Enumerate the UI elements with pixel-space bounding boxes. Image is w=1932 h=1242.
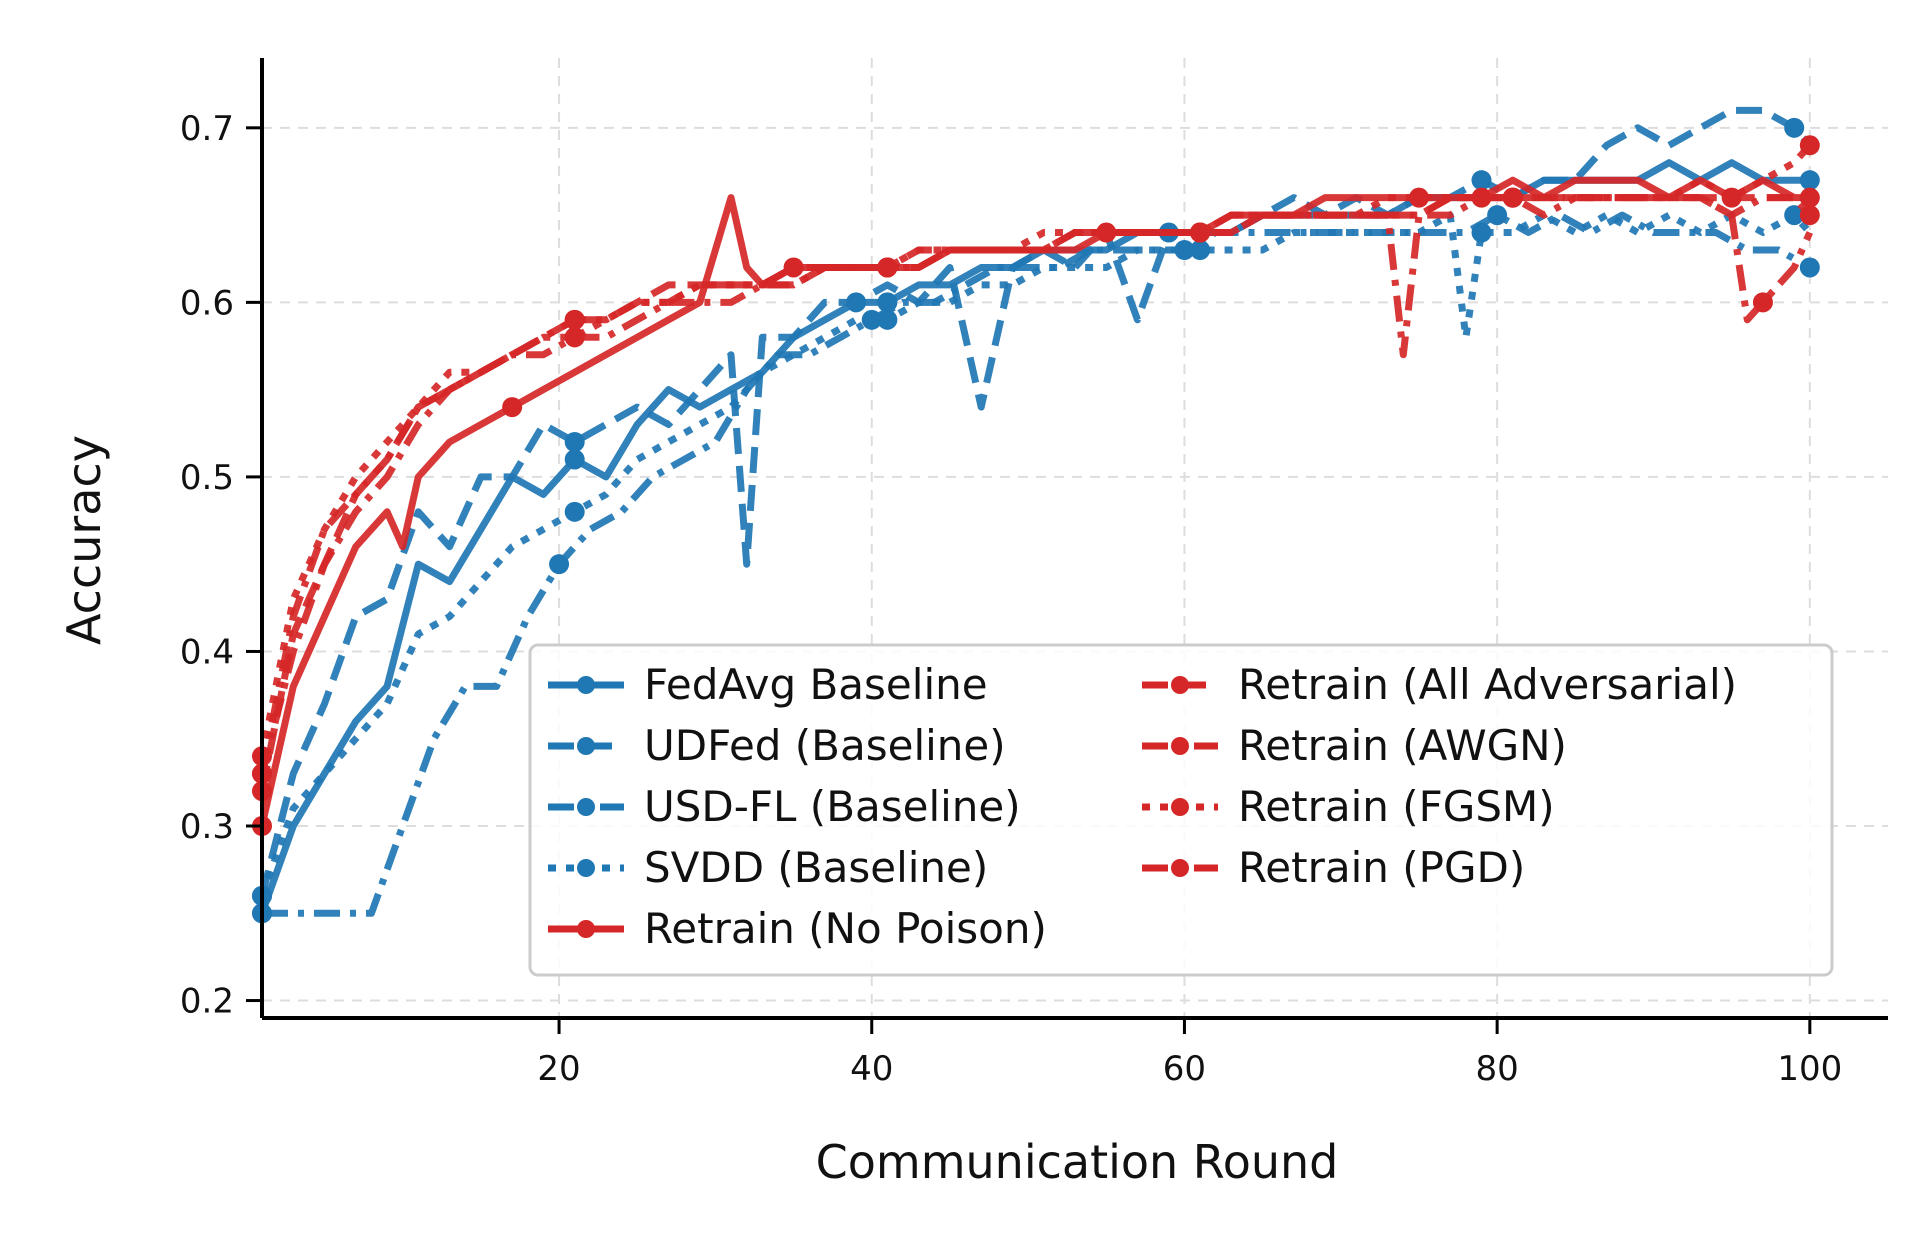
data-point (549, 554, 570, 575)
legend-label: UDFed (Baseline) (644, 721, 1006, 770)
legend: FedAvg Baseline UDFed (Baseline) USD-FL (B… (528, 643, 1834, 977)
legend-marker (577, 859, 595, 877)
legend-item: Retrain (FGSM) (1142, 782, 1555, 831)
data-point (564, 432, 585, 452)
legend-marker (1171, 737, 1189, 755)
data-point (877, 309, 898, 330)
data-point (1190, 240, 1211, 260)
data-point (564, 449, 585, 470)
data-point (564, 501, 585, 522)
series-line (262, 211, 1812, 917)
data-point (1799, 170, 1820, 191)
series-line (258, 194, 1813, 775)
data-point (1799, 257, 1820, 278)
x-tick-label: 40 (850, 1049, 893, 1089)
series-retrain-pgd (252, 187, 1820, 784)
legend-item: SVDD (Baseline) (548, 843, 988, 892)
data-point (564, 327, 585, 348)
data-point (564, 309, 585, 330)
legend-item: UDFed (Baseline) (548, 721, 1006, 770)
x-tick-label: 80 (1476, 1049, 1519, 1089)
legend-label: Retrain (All Adversarial) (1238, 660, 1737, 709)
y-tick-label: 0.3 (180, 807, 234, 847)
legend-item: Retrain (No Poison) (548, 904, 1047, 953)
legend-item: USD-FL (Baseline) (548, 782, 1021, 831)
data-point (502, 397, 523, 418)
y-tick-label: 0.4 (180, 632, 234, 672)
series-lines (252, 106, 1820, 924)
data-point (1190, 222, 1211, 243)
legend-label: Retrain (PGD) (1238, 843, 1525, 892)
data-point (1799, 187, 1820, 208)
y-tick-label: 0.5 (180, 458, 234, 498)
data-point (1799, 135, 1820, 156)
x-axis-label: Communication Round (816, 1135, 1339, 1189)
x-tick-label: 100 (1777, 1049, 1842, 1089)
legend-marker (1171, 859, 1189, 877)
y-axis-label: Accuracy (57, 435, 111, 645)
data-point (1408, 187, 1429, 208)
legend-marker (577, 920, 595, 938)
legend-item: FedAvg Baseline (548, 660, 988, 709)
data-point (1799, 205, 1820, 226)
axes (260, 58, 1888, 1020)
series-line (258, 106, 1813, 897)
legend-marker (577, 676, 595, 694)
y-tick-label: 0.2 (180, 982, 234, 1022)
y-tick-label: 0.6 (180, 283, 234, 323)
legend-label: USD-FL (Baseline) (644, 782, 1021, 831)
legend-item: Retrain (AWGN) (1142, 721, 1567, 770)
data-point (1784, 117, 1805, 138)
data-point (1471, 170, 1492, 191)
legend-label: Retrain (AWGN) (1238, 721, 1567, 770)
legend-marker (1171, 676, 1189, 694)
legend-item: Retrain (All Adversarial) (1142, 660, 1737, 709)
legend-label: FedAvg Baseline (644, 660, 988, 709)
series-line (258, 211, 1813, 897)
data-point (846, 292, 867, 313)
x-tick-label: 20 (537, 1049, 580, 1089)
legend-marker (1171, 798, 1189, 816)
legend-label: Retrain (No Poison) (644, 904, 1047, 953)
y-tick-label: 0.7 (180, 109, 234, 149)
legend-item: Retrain (PGD) (1142, 843, 1525, 892)
data-point (1502, 187, 1523, 208)
data-point (1174, 240, 1195, 260)
data-point (1784, 205, 1805, 226)
data-point (1471, 222, 1492, 243)
legend-label: SVDD (Baseline) (644, 843, 988, 892)
series-line (258, 142, 1813, 757)
data-point (1752, 292, 1773, 313)
legend-label: Retrain (FGSM) (1238, 782, 1555, 831)
legend-marker (577, 798, 595, 816)
x-tick-label: 60 (1163, 1049, 1206, 1089)
tick-labels: 20 40 60 80 100 0.2 0.3 0.4 0.5 0.6 0.7 (180, 109, 1842, 1089)
data-point (1487, 205, 1508, 226)
legend-marker (577, 737, 595, 755)
data-point (877, 257, 898, 278)
